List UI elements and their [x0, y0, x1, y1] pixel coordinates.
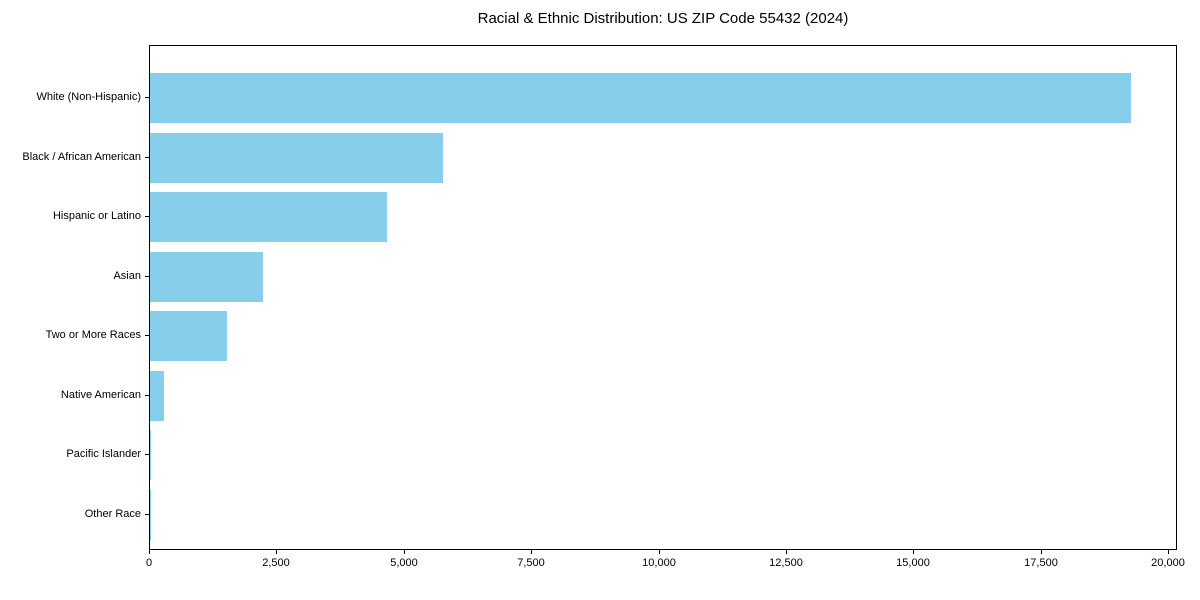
y-tick-mark: [145, 275, 149, 277]
y-tick-label: Hispanic or Latino: [52, 210, 141, 223]
x-tick-mark: [1041, 550, 1042, 554]
y-tick-mark: [145, 335, 149, 337]
bar-asian: [150, 251, 263, 302]
bar-other-race: [150, 489, 151, 540]
x-tick-label: 0: [145, 557, 153, 569]
x-tick-mark: [1168, 550, 1169, 554]
x-tick-label: 15,000: [896, 557, 930, 569]
x-tick-label: 20,000: [1151, 557, 1185, 569]
x-tick-label: 10,000: [642, 557, 676, 569]
y-tick-mark: [145, 216, 149, 218]
x-tick-mark: [149, 550, 150, 554]
y-tick-label: Other Race: [84, 507, 141, 520]
y-tick-label: Two or More Races: [45, 329, 141, 342]
y-tick-mark: [145, 513, 149, 515]
chart-title: Racial & Ethnic Distribution: US ZIP Cod…: [477, 10, 849, 27]
x-tick-label: 5,000: [390, 557, 418, 569]
y-tick-mark: [145, 156, 149, 158]
x-tick-label: 2,500: [262, 557, 290, 569]
y-tick-label: Asian: [113, 269, 141, 282]
x-tick-mark: [404, 550, 405, 554]
x-tick-mark: [276, 550, 277, 554]
y-tick-mark: [145, 97, 149, 98]
x-tick-mark: [531, 550, 532, 554]
y-tick-label: White (Non-Hispanic): [36, 91, 141, 103]
bar-hispanic-or-latino: [150, 192, 387, 243]
y-tick-label: Black / African American: [22, 150, 141, 163]
x-tick-label: 17,500: [1024, 557, 1058, 569]
y-tick-label: Native American: [60, 388, 141, 401]
bar-native-american: [150, 370, 164, 421]
x-tick-mark: [786, 550, 787, 554]
plot-area: [149, 45, 1177, 550]
bar-black-african-american: [150, 132, 443, 183]
x-tick-mark: [913, 550, 914, 554]
bar-white-non-hispanic: [150, 73, 1131, 123]
y-tick-mark: [145, 394, 149, 396]
bar-two-or-more-races: [150, 311, 227, 362]
y-tick-label: Pacific Islander: [66, 448, 141, 461]
x-tick-label: 12,500: [769, 557, 803, 569]
bar-pacific-islander: [150, 430, 151, 481]
x-tick-label: 7,500: [517, 557, 545, 569]
x-tick-mark: [659, 550, 660, 554]
y-tick-mark: [145, 454, 149, 456]
